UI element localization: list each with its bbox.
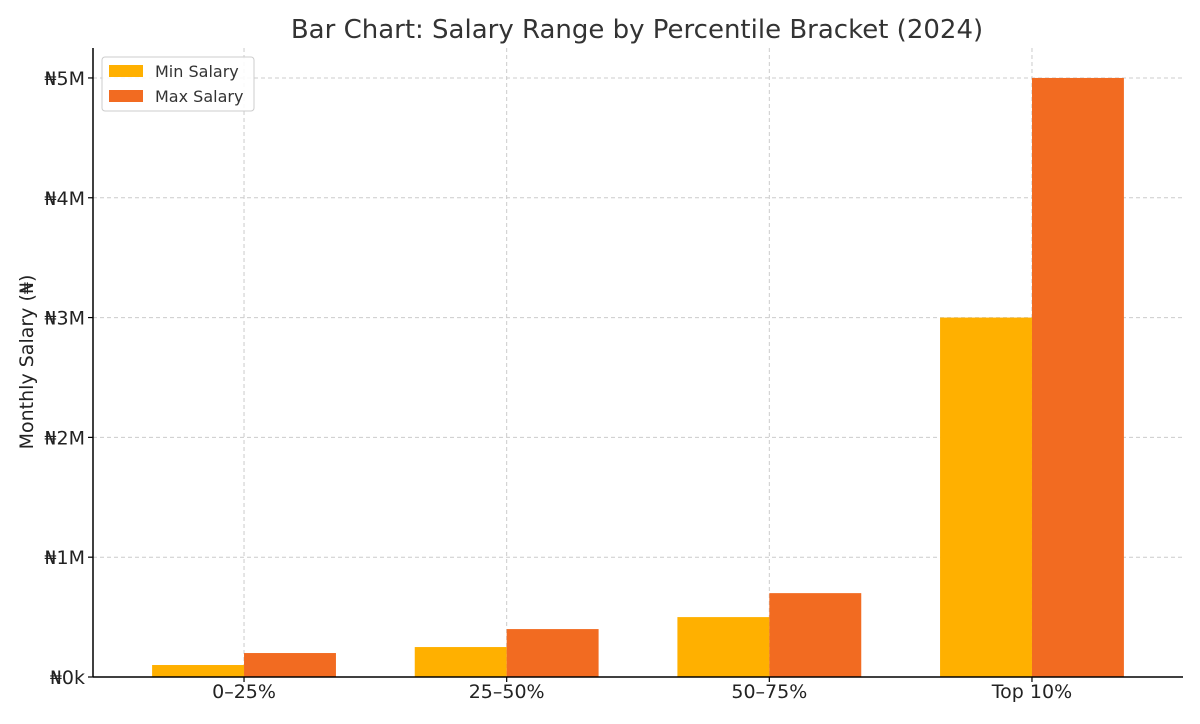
bar-min-salary xyxy=(677,617,770,677)
y-axis-label: Monthly Salary (₦) xyxy=(16,275,38,450)
x-tick-label: 25–50% xyxy=(469,681,545,703)
y-tick-label: ₦4M xyxy=(44,188,85,210)
y-tick-label: ₦1M xyxy=(44,547,85,569)
x-tick-label: 0–25% xyxy=(212,681,276,703)
x-tick-label: Top 10% xyxy=(991,681,1072,703)
bar-min-salary xyxy=(414,647,507,677)
bar-min-salary xyxy=(152,665,245,677)
y-tick-label: ₦2M xyxy=(44,427,85,449)
x-tick-label: 50–75% xyxy=(731,681,807,703)
bars-layer xyxy=(152,77,1124,677)
bar-max-salary xyxy=(506,629,599,677)
y-tick-label: ₦5M xyxy=(44,68,85,90)
ticks-layer: ₦0k ₦1M ₦2M ₦3M ₦4M ₦5M 0–25% 25–50% 50–75% Top 1… xyxy=(44,68,1072,703)
axes-layer xyxy=(92,48,1183,678)
legend-label: Max Salary xyxy=(155,87,243,106)
bar-max-salary xyxy=(769,593,862,677)
bar-min-salary xyxy=(940,317,1032,677)
legend-swatch xyxy=(109,65,143,77)
legend-label: Min Salary xyxy=(155,62,239,81)
y-tick-label: ₦3M xyxy=(44,308,85,330)
legend: Min Salary Max Salary xyxy=(101,56,255,112)
bar-max-salary xyxy=(244,653,336,677)
chart-title: Bar Chart: Salary Range by Percentile Br… xyxy=(291,15,983,45)
bar-max-salary xyxy=(1031,77,1124,677)
y-tick-label: ₦0k xyxy=(50,667,85,689)
legend-swatch xyxy=(109,90,143,102)
